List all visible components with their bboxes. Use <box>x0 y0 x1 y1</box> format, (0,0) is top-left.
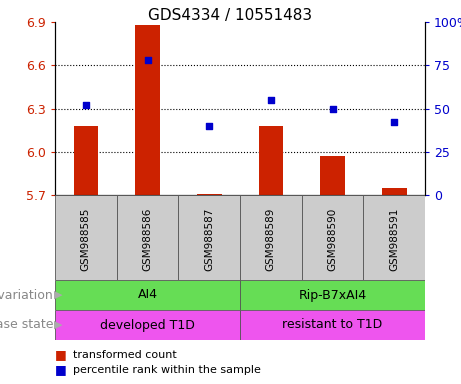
Bar <box>73 126 98 195</box>
FancyBboxPatch shape <box>55 310 240 340</box>
Text: GSM988587: GSM988587 <box>204 208 214 271</box>
Text: AI4: AI4 <box>137 288 158 301</box>
Point <box>329 106 336 112</box>
Bar <box>382 188 407 195</box>
Text: developed T1D: developed T1D <box>100 318 195 331</box>
Text: ■: ■ <box>55 349 67 361</box>
FancyBboxPatch shape <box>363 195 425 280</box>
Bar <box>320 156 345 195</box>
FancyBboxPatch shape <box>55 195 117 280</box>
Text: GSM988589: GSM988589 <box>266 208 276 271</box>
Text: GDS4334 / 10551483: GDS4334 / 10551483 <box>148 8 313 23</box>
Text: ■: ■ <box>55 364 67 376</box>
Text: ▶: ▶ <box>54 320 63 330</box>
Bar <box>259 126 283 195</box>
FancyBboxPatch shape <box>240 310 425 340</box>
Text: GSM988590: GSM988590 <box>327 208 337 271</box>
Text: resistant to T1D: resistant to T1D <box>283 318 383 331</box>
FancyBboxPatch shape <box>240 195 301 280</box>
Text: disease state: disease state <box>0 318 53 331</box>
Text: transformed count: transformed count <box>73 350 177 360</box>
Text: GSM988591: GSM988591 <box>389 208 399 271</box>
Text: Rip-B7xAI4: Rip-B7xAI4 <box>298 288 366 301</box>
Point <box>267 97 274 103</box>
Text: GSM988585: GSM988585 <box>81 208 91 271</box>
FancyBboxPatch shape <box>301 195 363 280</box>
FancyBboxPatch shape <box>55 280 240 310</box>
Text: ▶: ▶ <box>54 290 63 300</box>
Bar <box>135 25 160 195</box>
Text: percentile rank within the sample: percentile rank within the sample <box>73 365 261 375</box>
Point <box>82 102 89 108</box>
FancyBboxPatch shape <box>178 195 240 280</box>
Bar <box>197 194 221 195</box>
Point <box>390 119 398 126</box>
Point <box>144 57 151 63</box>
Point <box>206 123 213 129</box>
Text: genotype/variation: genotype/variation <box>0 288 53 301</box>
Text: GSM988586: GSM988586 <box>142 208 153 271</box>
FancyBboxPatch shape <box>117 195 178 280</box>
FancyBboxPatch shape <box>240 280 425 310</box>
